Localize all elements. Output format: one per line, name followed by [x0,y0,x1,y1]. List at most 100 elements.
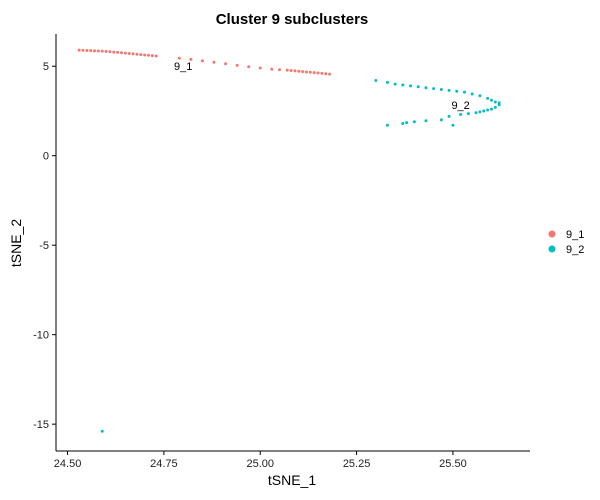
point-9-1-28 [258,66,262,70]
y-tick-label-0: 5 [43,61,49,73]
point-9-1-31 [285,68,289,72]
point-9-1-38 [312,71,316,75]
point-9-1-6 [100,49,104,53]
point-9-1-21 [177,56,181,60]
point-9-1-15 [135,52,139,56]
legend-swatch-9-1 [548,230,556,238]
point-9-2-33 [401,121,405,125]
point-9-2-21 [486,108,490,112]
point-9-2-4 [409,84,413,88]
point-9-1-22 [189,57,193,61]
point-9-2-2 [393,82,397,86]
point-9-1-26 [235,63,239,67]
point-9-2-13 [478,94,482,98]
x-tick-label-3: 25.25 [343,458,371,470]
point-9-1-16 [139,53,143,57]
point-9-2-3 [401,83,405,87]
y-tick-label-2: -5 [39,240,49,252]
point-9-1-9 [112,50,116,54]
cluster-label-9-2: 9_2 [451,100,469,112]
point-9-2-1 [385,80,389,84]
point-9-1-32 [289,69,293,73]
point-9-1-12 [123,51,127,55]
point-9-1-20 [154,54,158,58]
point-9-2-25 [466,112,470,116]
point-9-1-37 [308,70,312,74]
point-9-1-13 [127,52,131,56]
point-9-1-4 [93,49,97,53]
point-9-1-39 [316,71,320,75]
point-9-1-25 [224,62,228,66]
point-9-2-19 [493,105,497,109]
point-9-2-32 [405,121,409,125]
point-9-1-5 [96,49,100,53]
point-9-2-11 [462,90,466,94]
x-tick-label-4: 25.50 [439,458,467,470]
y-axis-title: tSNE_2 [8,219,24,267]
point-9-1-30 [278,68,282,72]
point-9-2-12 [470,92,474,96]
y-tick-label-3: -10 [33,330,49,342]
x-tick-label-1: 24.75 [150,458,178,470]
point-9-2-35 [100,429,104,433]
y-tick-label-1: 0 [43,151,49,163]
point-9-2-28 [451,123,455,127]
point-9-2-14 [486,96,490,100]
point-9-1-18 [146,53,150,57]
point-9-2-30 [424,119,428,123]
point-9-2-22 [482,109,486,113]
point-9-1-24 [212,60,216,64]
x-axis-ticks: 24.50 24.75 25.00 25.25 25.50 [54,451,467,470]
point-9-1-0 [77,48,81,52]
point-9-2-24 [474,111,478,115]
point-9-1-36 [304,70,308,74]
point-9-1-27 [247,65,251,69]
point-9-2-29 [439,118,443,122]
point-9-1-34 [297,69,301,73]
point-9-2-20 [489,107,493,111]
point-9-2-15 [489,98,493,102]
point-9-2-16 [493,100,497,104]
point-9-2-31 [412,120,416,124]
point-9-1-33 [293,69,297,73]
point-9-2-0 [374,79,378,83]
legend-label-9-1: 9_1 [566,229,584,241]
cluster-label-9-1: 9_1 [174,61,192,73]
point-9-2-6 [424,86,428,90]
point-9-1-42 [328,72,332,76]
point-9-2-8 [439,87,443,91]
point-9-1-41 [324,72,328,76]
point-9-2-26 [459,113,463,117]
legend: 9_19_2 [548,229,584,256]
x-tick-label-2: 25.00 [246,458,274,470]
point-9-1-19 [150,54,154,58]
point-9-2-23 [478,110,482,114]
point-9-2-34 [385,123,389,127]
point-9-2-5 [416,85,420,89]
point-9-1-23 [200,59,204,63]
point-9-1-7 [104,49,108,53]
point-9-2-10 [455,89,459,93]
point-9-1-40 [320,71,324,75]
point-9-1-10 [116,50,120,54]
point-9-1-1 [81,48,85,52]
point-9-1-35 [301,70,305,74]
point-9-1-2 [85,48,89,52]
point-9-1-8 [108,50,112,54]
point-9-2-18 [497,103,501,107]
legend-label-9-2: 9_2 [566,244,584,256]
legend-swatch-9-2 [548,245,556,253]
chart-title: Cluster 9 subclusters [216,11,369,28]
x-axis-title: tSNE_1 [268,472,316,488]
point-9-1-29 [270,67,274,71]
point-9-2-27 [447,114,451,118]
point-9-1-17 [143,53,147,57]
point-9-1-11 [120,51,124,55]
point-9-1-14 [131,52,135,56]
cluster-labels: 9_1 9_2 [174,61,470,112]
points-layer [77,48,501,433]
y-tick-label-4: -15 [33,419,49,431]
x-tick-label-0: 24.50 [54,458,82,470]
y-axis-ticks: 5 0 -5 -10 -15 [33,61,56,431]
point-9-1-3 [89,49,93,53]
